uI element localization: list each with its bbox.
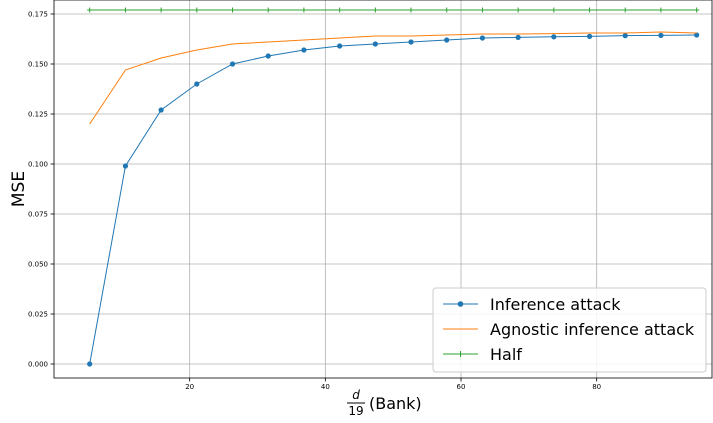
plot-frame [53, 0, 713, 379]
data-point-inference-attack [444, 37, 450, 43]
data-point-inference-attack [122, 163, 129, 169]
data-point-half [658, 7, 664, 13]
data-point-inference-attack [515, 34, 521, 41]
y-tick-label: 0.025 [28, 311, 48, 319]
data-point-half [337, 7, 343, 13]
x-tick-label: 80 [592, 383, 601, 391]
y-tick-label: 0.000 [28, 361, 48, 369]
data-point-inference-attack [158, 107, 164, 113]
data-point-inference-attack [479, 35, 486, 41]
data-point-half [694, 7, 700, 13]
data-point-inference-attack [194, 81, 200, 87]
x-label-text: (Bank) [369, 394, 422, 413]
data-point-half [372, 7, 378, 13]
x-label-numerator: d [352, 388, 360, 402]
legend-entry-half: Half [443, 345, 522, 364]
legend-label-inference: Inference attack [490, 295, 621, 314]
series-layer [87, 7, 700, 367]
x-label-denominator: 19 [348, 404, 363, 418]
y-axis-label: MSE [9, 171, 29, 207]
legend-entry-agnostic: Agnostic inference attack [443, 320, 695, 339]
series-line-agnostic-inference-attack [89, 31, 697, 125]
legend-entry-inference: Inference attack [443, 295, 621, 314]
data-point-inference-attack [265, 53, 271, 59]
data-point-half [158, 7, 164, 13]
data-point-inference-attack [694, 32, 700, 38]
data-point-inference-attack [551, 34, 557, 40]
y-tick-label: 0.100 [28, 161, 48, 169]
legend-marker-half [457, 351, 464, 357]
data-point-inference-attack [408, 39, 414, 45]
data-point-inference-attack [87, 361, 93, 367]
data-point-half [230, 7, 236, 13]
x-axis-label: d 19 (Bank) [347, 388, 422, 418]
x-tick-label: 20 [185, 383, 194, 391]
data-point-half [479, 7, 485, 13]
legend-box [432, 287, 707, 373]
series-line-inference-attack [89, 34, 697, 365]
data-point-inference-attack [301, 47, 307, 53]
y-axis-ticks: 0.000 0.025 0.050 0.075 0.100 0.125 0.150 0.175 [28, 11, 54, 369]
grid-lines [54, 0, 712, 378]
data-point-half [265, 7, 271, 13]
data-point-half [444, 7, 450, 13]
legend: Inference attack Agnostic inference atta… [432, 287, 707, 373]
y-tick-label: 0.175 [28, 11, 48, 19]
legend-marker-inference [457, 301, 464, 307]
legend-label-agnostic: Agnostic inference attack [490, 320, 695, 339]
y-tick-label: 0.050 [28, 261, 48, 269]
data-point-inference-attack [586, 33, 593, 40]
y-tick-label: 0.150 [28, 61, 48, 69]
data-point-half [515, 7, 521, 13]
data-point-inference-attack [658, 32, 664, 39]
data-point-half [587, 7, 593, 13]
x-tick-label: 60 [457, 383, 466, 391]
data-point-half [122, 7, 128, 13]
data-point-inference-attack [622, 33, 628, 39]
data-point-inference-attack [229, 61, 236, 67]
legend-label-half: Half [490, 345, 522, 364]
data-point-half [194, 7, 200, 13]
data-point-half [622, 7, 628, 13]
data-point-half [301, 7, 307, 13]
data-point-half [408, 7, 414, 13]
data-point-half [87, 7, 93, 13]
data-point-half [551, 7, 557, 13]
data-point-inference-attack [337, 43, 343, 49]
y-tick-label: 0.125 [28, 111, 48, 119]
x-tick-label: 40 [321, 383, 330, 391]
data-point-inference-attack [372, 41, 378, 47]
y-tick-label: 0.075 [28, 211, 48, 219]
x-axis-ticks: 20 40 60 80 [185, 378, 601, 391]
